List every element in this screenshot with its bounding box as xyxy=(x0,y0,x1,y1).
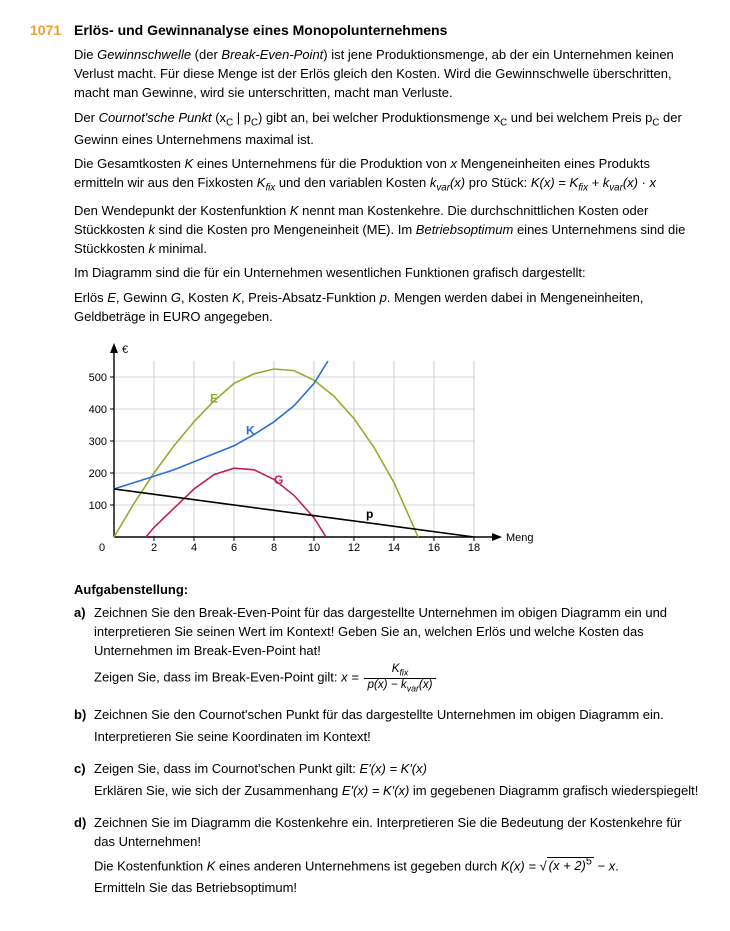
svg-text:12: 12 xyxy=(348,542,360,554)
task-d: d) Zeichnen Sie im Diagramm die Kostenke… xyxy=(74,814,700,901)
svg-text:K: K xyxy=(246,424,255,438)
svg-text:0: 0 xyxy=(99,542,105,554)
svg-text:300: 300 xyxy=(89,436,107,448)
svg-text:18: 18 xyxy=(468,542,480,554)
tasks-label: Aufgabenstellung: xyxy=(74,581,700,600)
exercise-number: 1071 xyxy=(30,20,74,40)
svg-text:6: 6 xyxy=(231,542,237,554)
para-2: Der Cournot'sche Punkt (xC | pC) gibt an… xyxy=(74,109,700,150)
svg-text:Menge: Menge xyxy=(506,532,534,544)
svg-text:2: 2 xyxy=(151,542,157,554)
svg-text:200: 200 xyxy=(89,468,107,480)
task-a: a) Zeichnen Sie den Break-Even-Point für… xyxy=(74,604,700,697)
svg-text:500: 500 xyxy=(89,372,107,384)
content: Die Gewinnschwelle (der Break-Even-Point… xyxy=(74,46,700,900)
chart: 2 4 6 8 10 12 14 16 18 100 200 300 400 500 0 € Menge E K Gp xyxy=(74,337,534,567)
task-b: b) Zeichnen Sie den Cournot'schen Punkt … xyxy=(74,706,700,750)
svg-text:G: G xyxy=(274,473,283,487)
svg-text:14: 14 xyxy=(388,542,400,554)
svg-text:4: 4 xyxy=(191,542,197,554)
svg-text:10: 10 xyxy=(308,542,320,554)
para-5: Im Diagramm sind die für ein Unternehmen… xyxy=(74,264,700,283)
para-3: Die Gesamtkosten K eines Unternehmens fü… xyxy=(74,155,700,196)
task-c: c) Zeigen Sie, dass im Cournot'schen Pun… xyxy=(74,760,700,804)
para-4: Den Wendepunkt der Kostenfunktion K nenn… xyxy=(74,202,700,259)
para-1: Die Gewinnschwelle (der Break-Even-Point… xyxy=(74,46,700,103)
svg-text:€: € xyxy=(122,344,128,356)
svg-text:8: 8 xyxy=(271,542,277,554)
page-title: Erlös- und Gewinnanalyse eines Monopolun… xyxy=(74,20,447,40)
para-6: Erlös E, Gewinn G, Kosten K, Preis-Absat… xyxy=(74,289,700,327)
svg-text:100: 100 xyxy=(89,500,107,512)
svg-text:p: p xyxy=(366,507,373,521)
svg-text:E: E xyxy=(210,392,218,406)
svg-text:400: 400 xyxy=(89,404,107,416)
svg-text:16: 16 xyxy=(428,542,440,554)
fraction: Kfix p(x) − kvar(x) xyxy=(364,663,435,693)
sqrt: √(x + 2)5 xyxy=(540,857,594,873)
